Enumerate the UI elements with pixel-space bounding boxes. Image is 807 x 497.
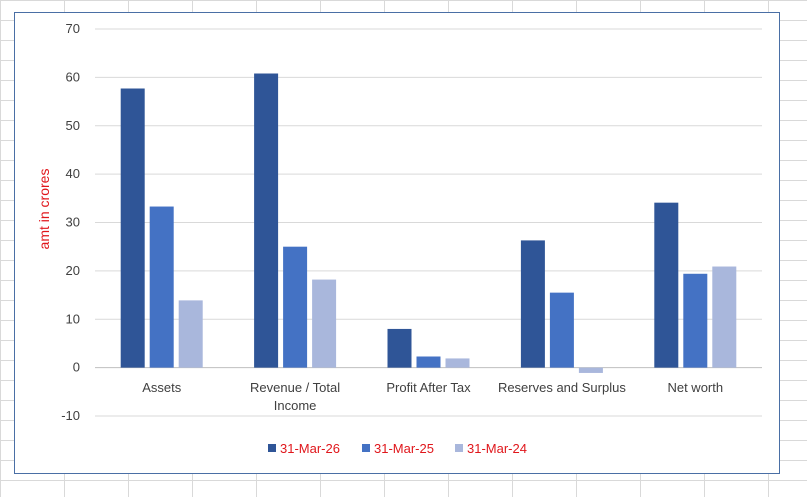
legend-swatch <box>362 444 370 452</box>
legend-entry: 31-Mar-26 <box>280 441 340 456</box>
bar <box>149 206 174 368</box>
y-tick-label: 30 <box>66 215 80 230</box>
bar <box>578 367 603 373</box>
y-tick-label: 70 <box>66 21 80 36</box>
y-tick-label: 20 <box>66 263 80 278</box>
x-tick-label: Income <box>274 398 317 413</box>
bars <box>120 73 737 373</box>
y-tick-label: 10 <box>66 311 80 326</box>
x-axis: Assets Revenue / Total Income Profit After … <box>142 380 723 413</box>
bar <box>683 273 708 368</box>
bar <box>654 202 679 368</box>
bar <box>712 266 737 368</box>
legend: 31-Mar-26 31-Mar-25 31-Mar-24 <box>268 441 527 456</box>
legend-swatch <box>268 444 276 452</box>
x-tick-label: Net worth <box>667 380 723 395</box>
bar <box>520 240 545 368</box>
legend-swatch <box>455 444 463 452</box>
bar <box>387 328 412 368</box>
bar <box>445 358 470 368</box>
legend-entry: 31-Mar-24 <box>467 441 527 456</box>
y-tick-label: 60 <box>66 69 80 84</box>
bar <box>283 246 308 368</box>
y-tick-label: -10 <box>61 408 80 423</box>
bar <box>254 73 279 368</box>
x-tick-label: Reserves and Surplus <box>498 380 626 395</box>
bar <box>416 356 441 368</box>
y-tick-label: 50 <box>66 118 80 133</box>
y-tick-label: 0 <box>73 360 80 375</box>
y-axis: -10 0 10 20 30 40 50 60 70 <box>61 21 80 423</box>
y-axis-label: amt in crores <box>36 169 52 250</box>
bar <box>178 300 203 368</box>
gridlines <box>95 28 762 417</box>
bar <box>312 279 337 368</box>
bar <box>120 88 145 368</box>
legend-entry: 31-Mar-25 <box>374 441 434 456</box>
x-tick-label: Revenue / Total <box>250 380 340 395</box>
x-tick-label: Profit After Tax <box>386 380 471 395</box>
y-tick-label: 40 <box>66 166 80 181</box>
x-tick-label: Assets <box>142 380 182 395</box>
bar <box>549 292 574 368</box>
